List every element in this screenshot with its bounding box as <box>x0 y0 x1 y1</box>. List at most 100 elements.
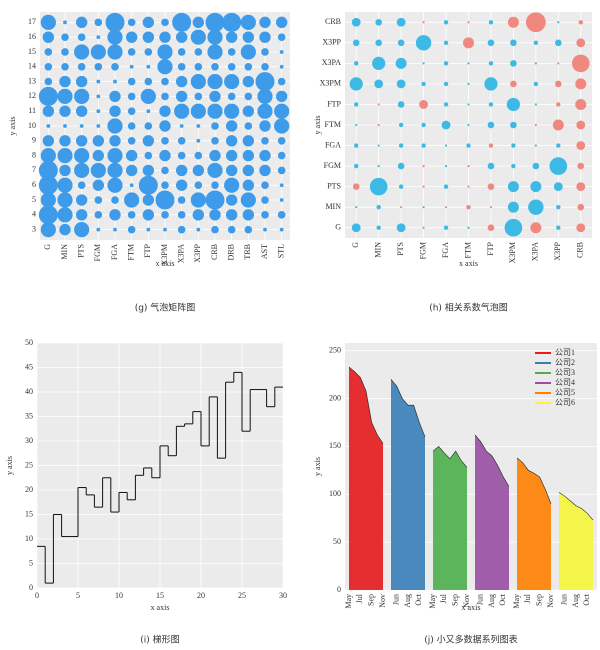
bubble <box>552 119 564 131</box>
bubble <box>277 77 286 86</box>
bubble <box>44 48 53 56</box>
bubble <box>159 120 171 132</box>
x-tick-label: 10 <box>115 591 123 600</box>
bubble <box>194 62 203 71</box>
bubble <box>421 143 426 148</box>
bubble <box>277 151 286 160</box>
bubble <box>194 181 203 190</box>
bubble <box>142 31 155 43</box>
y-tick-label: FTM <box>325 120 341 129</box>
bubble <box>174 103 190 119</box>
y-tick-label: FTP <box>327 99 341 108</box>
bubble <box>487 39 495 47</box>
bubble <box>225 149 238 162</box>
bubble <box>75 105 88 117</box>
bubble <box>127 225 136 234</box>
bubble <box>127 137 136 145</box>
x-tick-label: 30 <box>279 591 287 600</box>
bubble <box>259 164 271 177</box>
bubble <box>75 16 88 29</box>
bubble <box>175 31 188 43</box>
x-tick-label: 15 <box>156 591 164 600</box>
bubble <box>534 62 537 65</box>
bubble <box>557 21 560 24</box>
bubble <box>377 103 380 106</box>
y-tick-label: 11 <box>28 106 36 115</box>
y-tick-label: 20 <box>25 485 33 494</box>
bubble <box>259 31 271 43</box>
area-fill <box>391 379 425 590</box>
bubble <box>107 44 123 60</box>
x-tick-label: Aug <box>571 594 580 608</box>
bubble <box>510 39 517 47</box>
bubble <box>105 12 125 32</box>
bubble <box>240 192 256 208</box>
bubble <box>377 164 380 168</box>
bubble <box>467 103 470 106</box>
bubble <box>441 120 451 130</box>
x-tick-label: Jun <box>475 594 484 605</box>
bubble <box>127 211 136 219</box>
x-tick-label: G <box>43 244 52 250</box>
bubble <box>46 124 51 128</box>
bubble <box>129 183 134 188</box>
bubble <box>61 48 69 56</box>
bubble <box>109 135 121 147</box>
x-tick-label: CRB <box>576 242 585 258</box>
bubble <box>556 102 561 107</box>
bubble <box>377 144 380 147</box>
area-line <box>432 445 468 468</box>
x-tick-label: Jun <box>391 594 400 605</box>
bubble <box>351 223 361 233</box>
bubble <box>530 222 542 234</box>
bubble <box>467 164 470 168</box>
bubble <box>556 204 561 210</box>
x-tick-label: 20 <box>197 591 205 600</box>
bubble <box>77 33 86 41</box>
x-tick-label: FGM <box>93 244 102 261</box>
plot-background <box>345 343 597 590</box>
bubble <box>146 109 151 114</box>
bubble <box>211 122 219 130</box>
bubble <box>40 192 56 208</box>
bubble <box>242 164 255 177</box>
legend-label: 公司3 <box>555 368 575 377</box>
bubble <box>274 118 290 134</box>
bubble <box>242 179 255 191</box>
bubble <box>240 14 256 30</box>
bubble <box>466 204 471 210</box>
bubble <box>144 48 153 56</box>
x-tick-label: MIN <box>374 242 383 258</box>
bubble <box>422 62 425 65</box>
bubble <box>488 61 494 66</box>
area-fill <box>517 457 551 590</box>
bubble <box>555 39 562 47</box>
y-tick-label: PTS <box>327 181 341 190</box>
area-line <box>558 492 594 521</box>
bubble <box>96 94 101 99</box>
bubble <box>192 16 205 29</box>
bubble <box>244 92 253 101</box>
bubble <box>242 209 255 221</box>
bubble <box>190 73 206 90</box>
x-tick-label: TRB <box>243 244 252 260</box>
bubble <box>57 207 73 223</box>
bubble <box>534 123 537 127</box>
bubble <box>172 12 192 32</box>
y-tick-label: 16 <box>28 32 36 41</box>
bubble <box>111 196 119 204</box>
bubble <box>578 20 583 25</box>
bubble <box>127 77 136 86</box>
bubble <box>77 62 86 71</box>
x-tick-label: AST <box>260 244 269 259</box>
bubble <box>421 122 426 128</box>
y-tick-label: 4 <box>32 210 36 219</box>
bubble <box>227 92 236 101</box>
x-tick-label: FGM <box>418 242 427 259</box>
bubble <box>124 192 140 208</box>
y-tick-label: 13 <box>28 76 36 85</box>
bubble <box>175 75 188 88</box>
x-tick-label: Aug <box>487 594 496 608</box>
y-tick-label: FGA <box>325 140 341 149</box>
bubble <box>255 72 275 92</box>
